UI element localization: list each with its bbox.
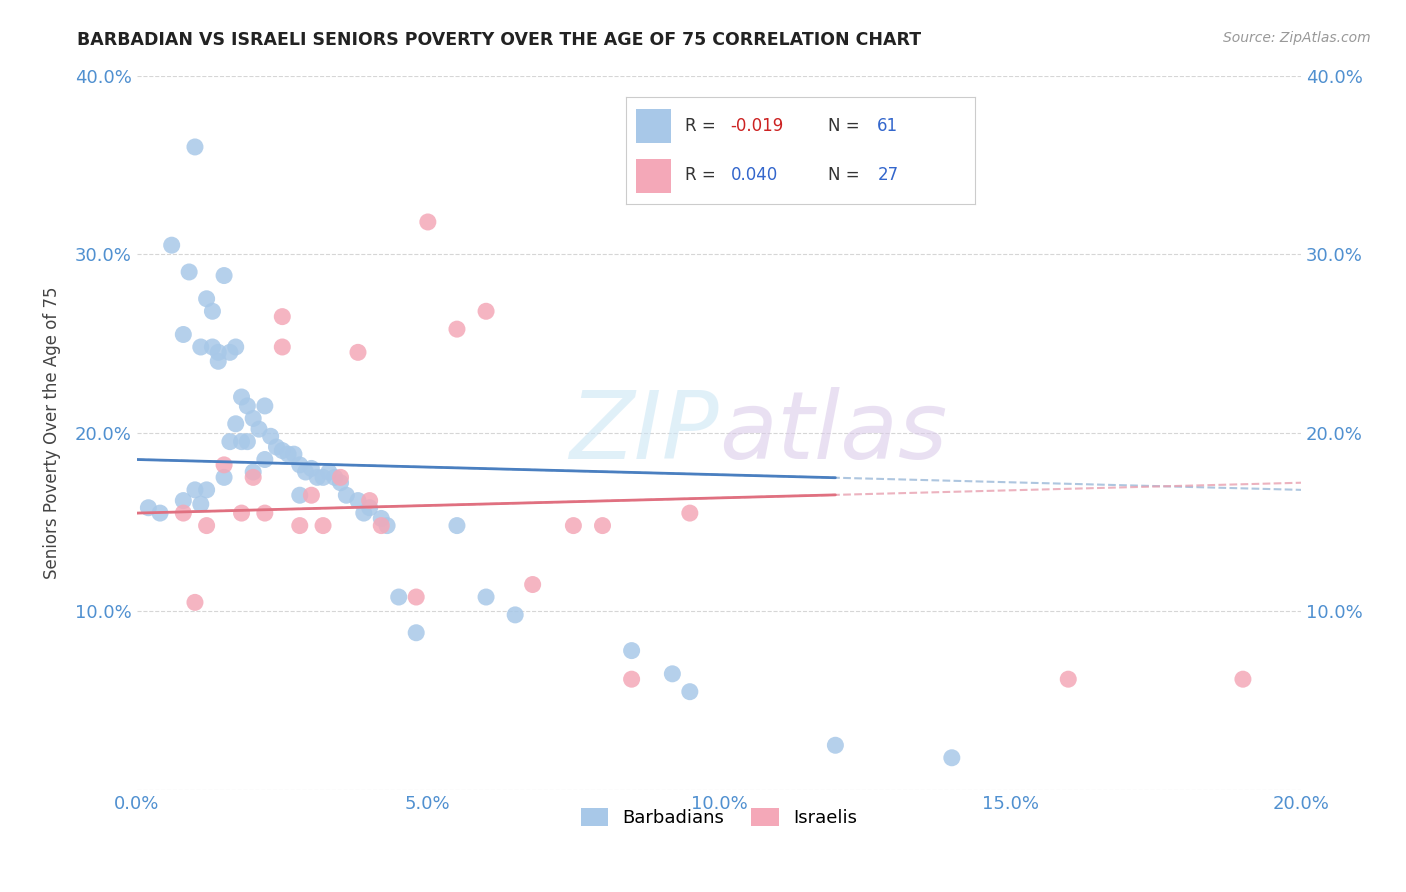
Point [388,590,411,604]
Point [253,506,276,520]
Point [620,643,643,657]
Point [247,422,270,436]
Point [160,238,183,252]
Point [253,399,276,413]
Point [475,590,498,604]
Point [207,354,229,368]
Point [941,751,963,765]
Point [312,470,335,484]
Point [288,518,311,533]
Point [288,458,311,472]
Point [299,461,322,475]
Point [1057,672,1080,686]
Point [347,493,370,508]
Point [231,434,253,449]
Point [195,292,218,306]
Text: ZIP: ZIP [569,387,718,478]
Point [236,434,259,449]
Point [522,577,544,591]
Point [405,625,427,640]
Point [138,500,160,515]
Y-axis label: Seniors Poverty Over the Age of 75: Seniors Poverty Over the Age of 75 [44,286,60,579]
Point [207,345,229,359]
Point [242,411,264,425]
Point [503,607,526,622]
Point [231,506,253,520]
Text: Source: ZipAtlas.com: Source: ZipAtlas.com [1223,31,1371,45]
Text: BARBADIAN VS ISRAELI SENIORS POVERTY OVER THE AGE OF 75 CORRELATION CHART: BARBADIAN VS ISRAELI SENIORS POVERTY OVE… [77,31,921,49]
Point [212,268,235,283]
Point [201,340,224,354]
Point [679,684,702,698]
Point [294,465,316,479]
Point [149,506,172,520]
Point [359,493,381,508]
Point [172,327,194,342]
Point [312,518,335,533]
Point [242,470,264,484]
Point [370,518,392,533]
Point [416,215,439,229]
Point [179,265,201,279]
Point [225,417,247,431]
Point [405,590,427,604]
Point [231,390,253,404]
Point [824,738,846,752]
Point [359,500,381,515]
Point [242,465,264,479]
Point [277,447,299,461]
Point [370,511,392,525]
Text: atlas: atlas [718,387,948,478]
Point [172,493,194,508]
Point [271,443,294,458]
Point [219,345,242,359]
Point [323,470,346,484]
Point [253,452,276,467]
Point [236,399,259,413]
Point [661,666,683,681]
Point [266,440,288,454]
Point [271,310,294,324]
Point [318,465,340,479]
Point [190,340,212,354]
Point [212,458,235,472]
Point [259,429,281,443]
Point [475,304,498,318]
Point [184,140,207,154]
Point [347,345,370,359]
Point [190,497,212,511]
Point [562,518,585,533]
Point [446,518,468,533]
Point [335,488,357,502]
Point [225,340,247,354]
Point [446,322,468,336]
Point [184,483,207,497]
Point [353,506,375,520]
Point [329,475,352,490]
Point [620,672,643,686]
Point [375,518,398,533]
Point [201,304,224,318]
Point [195,518,218,533]
Point [283,447,305,461]
Legend: Barbadians, Israelis: Barbadians, Israelis [574,801,865,835]
Point [329,470,352,484]
Point [1232,672,1254,686]
Point [679,506,702,520]
Point [271,340,294,354]
Point [172,506,194,520]
Point [592,518,614,533]
Point [184,595,207,609]
Point [219,434,242,449]
Point [212,470,235,484]
Point [288,488,311,502]
Point [307,470,329,484]
Point [299,488,322,502]
Point [195,483,218,497]
